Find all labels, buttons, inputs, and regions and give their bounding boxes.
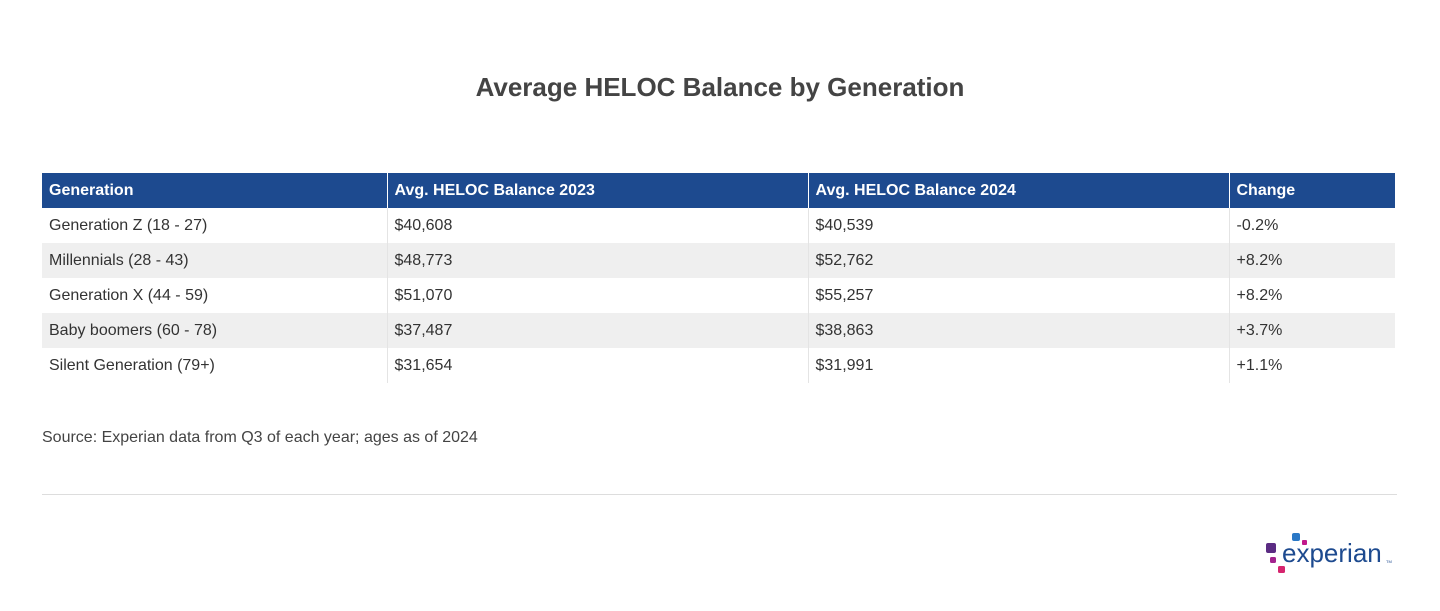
change-cell: +8.2%: [1229, 243, 1395, 278]
generation-cell: Generation X (44 - 59): [42, 278, 388, 313]
balance-2023-cell: $31,654: [387, 348, 809, 383]
column-header: Avg. HELOC Balance 2023: [387, 173, 809, 208]
table-row: Generation Z (18 - 27) $40,608 $40,539 -0.2…: [42, 208, 1395, 243]
source-note: Source: Experian data from Q3 of each ye…: [42, 429, 478, 446]
column-header: Generation: [42, 173, 388, 208]
table-row: Baby boomers (60 - 78) $37,487 $38,863 +3.7…: [42, 313, 1395, 348]
balance-2024-cell: $52,762: [808, 243, 1230, 278]
balance-2024-cell: $55,257: [808, 278, 1230, 313]
balance-2024-cell: $40,539: [808, 208, 1230, 243]
change-cell: +3.7%: [1229, 313, 1395, 348]
generation-cell: Generation Z (18 - 27): [42, 208, 388, 243]
change-cell: +8.2%: [1236, 286, 1283, 304]
chart-title: Average HELOC Balance by Generation: [475, 72, 965, 102]
svg-text:TM: TM: [1386, 559, 1392, 564]
balance-2023-cell: $40,608: [387, 208, 809, 243]
change-cell: +1.1%: [1236, 356, 1283, 374]
experian-logo: experian TM: [1266, 533, 1392, 573]
balance-2023-cell: $37,487: [387, 313, 809, 348]
svg-text:experian: experian: [1282, 538, 1382, 568]
table-header-row: Generation Avg. HELOC Balance 2023 Avg. …: [42, 173, 1395, 208]
generation-cell: Silent Generation (79+): [42, 348, 388, 383]
table-row: Silent Generation (79+) $31,654 $31,991 +1.…: [42, 348, 1395, 383]
balance-2024-cell: $31,991: [808, 348, 1230, 383]
table-row: Millennials (28 - 43) $48,773 $52,762 +8.2%: [42, 243, 1395, 278]
column-header: Avg. HELOC Balance 2024: [808, 173, 1230, 208]
heloc-table: Generation Avg. HELOC Balance 2023 Avg. …: [42, 173, 1395, 383]
balance-2024-cell: $38,863: [808, 313, 1230, 348]
column-header: Change: [1229, 173, 1395, 208]
balance-2023-cell: $48,773: [387, 243, 809, 278]
balance-2023-cell: $51,070: [387, 278, 809, 313]
change-cell: -0.2%: [1236, 216, 1279, 234]
generation-cell: Millennials (28 - 43): [42, 243, 388, 278]
table-row: Generation X (44 - 59) $51,070 $55,257 +8.2…: [42, 278, 1395, 313]
generation-cell: Baby boomers (60 - 78): [42, 313, 388, 348]
divider: [42, 494, 1397, 495]
